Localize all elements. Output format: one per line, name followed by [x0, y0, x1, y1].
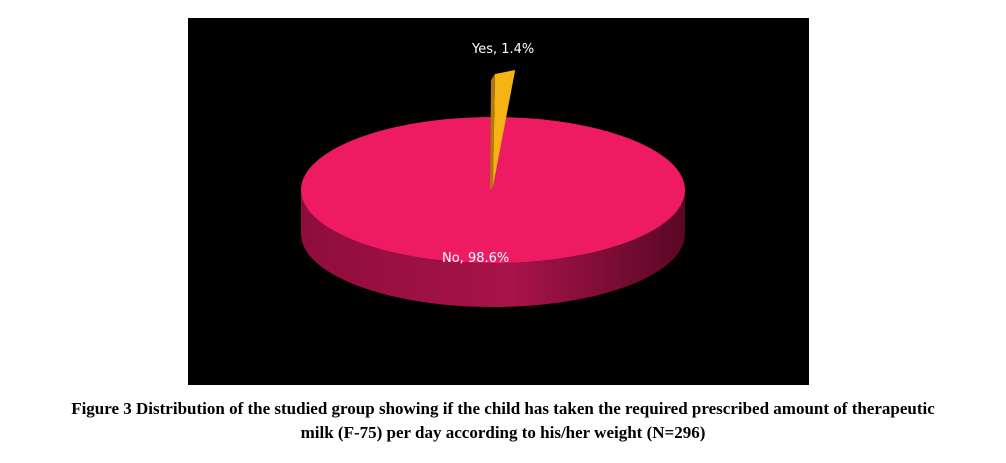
pie-slice-no: [301, 117, 685, 263]
caption-line-1: Figure 3 Distribution of the studied gro…: [71, 399, 935, 418]
slice-label-no: No, 98.6%: [442, 251, 509, 266]
caption-line-2: milk (F-75) per day according to his/her…: [300, 423, 706, 442]
pie-group: [301, 70, 685, 307]
pie-slice-yes: [493, 70, 516, 186]
slice-label-yes: Yes, 1.4%: [471, 42, 534, 57]
chart-panel: Yes, 1.4% No, 98.6%: [188, 18, 809, 385]
pie-slice-yes-side: [490, 74, 495, 190]
figure-caption: Figure 3 Distribution of the studied gro…: [0, 397, 1006, 445]
pie-chart: Yes, 1.4% No, 98.6%: [301, 42, 685, 307]
pie-side-wall-no: [301, 190, 685, 307]
